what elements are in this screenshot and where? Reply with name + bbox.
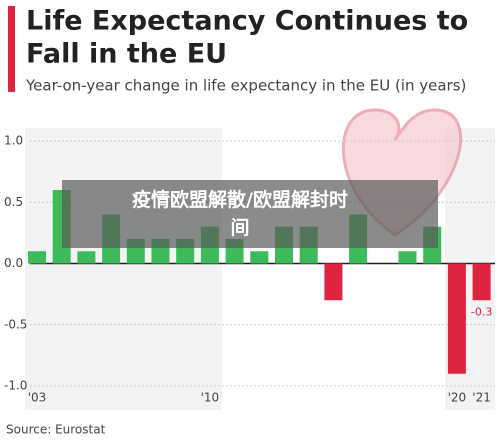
y-tick-label: 0.0 [4, 256, 23, 270]
chart-title: Fall in the EU [26, 39, 227, 70]
bar [324, 263, 343, 301]
x-tick-label: '20 [448, 391, 467, 405]
bar [398, 251, 417, 264]
bar [77, 251, 96, 264]
overlay-box [62, 180, 438, 248]
accent-bar [8, 6, 15, 92]
bar [28, 251, 46, 264]
y-tick-label: 1.0 [4, 134, 23, 148]
value-label: -0.3 [471, 305, 492, 318]
bar [447, 263, 466, 374]
x-tick-label: '03 [28, 391, 47, 405]
y-tick-label: -1.0 [4, 379, 27, 393]
shade [25, 128, 222, 410]
chart-subtitle: Year-on-year change in life expectancy i… [25, 77, 466, 95]
bar [250, 251, 269, 264]
source: Source: Eurostat [6, 423, 106, 437]
bar [472, 263, 491, 301]
y-tick-label: 0.5 [4, 195, 23, 209]
chart-title: Life Expectancy Continues to [26, 6, 468, 37]
x-tick-label: '10 [201, 391, 220, 405]
x-tick-label: '21 [472, 391, 491, 405]
y-tick-label: -0.5 [4, 317, 27, 331]
overlay-text: 疫情欧盟解散/欧盟解封时间 [132, 188, 348, 239]
